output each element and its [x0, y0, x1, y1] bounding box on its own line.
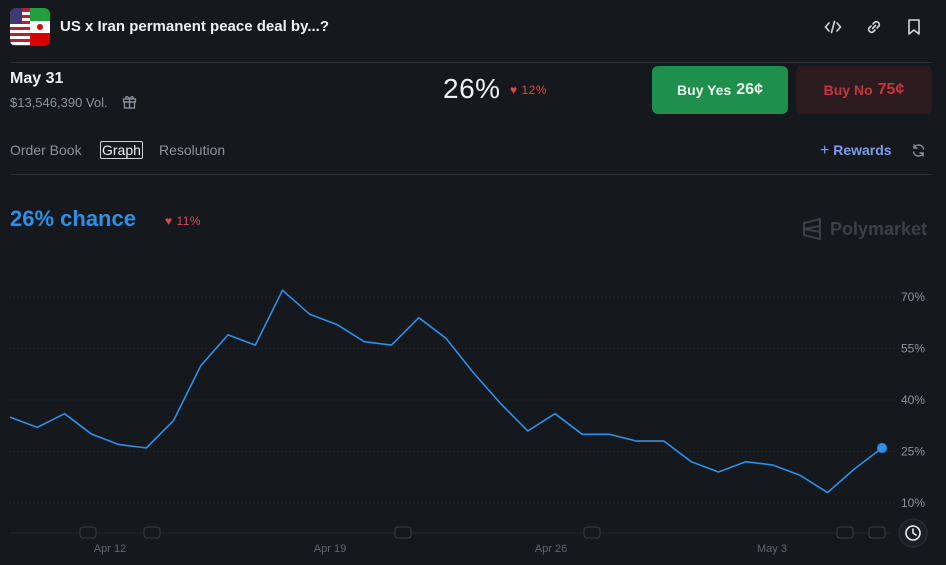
refresh-icon[interactable]	[905, 137, 931, 163]
x-tick-label: May 3	[757, 543, 787, 555]
event-marker[interactable]	[583, 526, 601, 539]
y-tick-label: 10%	[901, 496, 925, 510]
chance-label: 26% chance	[10, 206, 136, 231]
probability-change-value: 12%	[521, 83, 547, 97]
volume-text: $13,546,390 Vol.	[10, 95, 108, 110]
tab-graph[interactable]: Graph	[100, 141, 143, 159]
x-tick-label: Apr 19	[314, 543, 346, 555]
event-marker[interactable]	[394, 526, 412, 539]
x-tick-label: Apr 26	[535, 543, 567, 555]
event-marker[interactable]	[836, 526, 854, 539]
buy-yes-label: Buy Yes	[677, 82, 732, 98]
gift-icon[interactable]	[122, 94, 137, 114]
end-date: May 31	[10, 70, 64, 87]
rewards-label: Rewards	[833, 142, 892, 158]
tab-order-book[interactable]: Order Book	[10, 142, 82, 158]
current-probability: 26%	[443, 73, 501, 104]
embed-icon[interactable]	[820, 14, 846, 40]
y-tick-label: 70%	[901, 290, 925, 304]
down-arrow-icon: ♥	[165, 214, 173, 228]
event-marker[interactable]	[868, 526, 886, 539]
rewards-button[interactable]: + Rewards	[820, 142, 892, 160]
event-marker[interactable]	[79, 526, 97, 539]
buy-no-price: 75¢	[877, 81, 905, 98]
watermark-text: Polymarket	[830, 218, 928, 239]
event-marker[interactable]	[143, 526, 161, 539]
tabs-divider	[10, 174, 932, 175]
chance-change: ♥ 11%	[165, 214, 201, 228]
tab-resolution[interactable]: Resolution	[159, 142, 226, 158]
y-tick-label: 25%	[901, 444, 925, 458]
price-line	[9, 289, 883, 494]
plus-icon: +	[820, 142, 830, 159]
clock-icon[interactable]	[898, 518, 928, 548]
polymarket-watermark: Polymarket	[800, 217, 927, 241]
header-divider	[10, 62, 932, 63]
chance-change-value: 11%	[176, 214, 202, 228]
market-thumbnail	[10, 8, 50, 46]
buy-yes-button[interactable]: Buy Yes 26¢	[652, 66, 788, 114]
link-icon[interactable]	[861, 14, 887, 40]
bookmark-icon[interactable]	[901, 14, 927, 40]
y-tick-label: 40%	[901, 393, 925, 407]
buy-no-button[interactable]: Buy No 75¢	[796, 66, 932, 114]
x-tick-label: Apr 12	[94, 543, 126, 555]
market-title: US x Iran permanent peace deal by...?	[60, 18, 329, 35]
buy-yes-price: 26¢	[736, 81, 763, 98]
buy-no-label: Buy No	[823, 82, 873, 98]
down-arrow-icon: ♥	[510, 83, 518, 97]
polymarket-logo-icon	[803, 217, 821, 241]
current-price-dot	[877, 443, 887, 453]
price-chart[interactable]: 10% 25% 40% 55% 70% Apr 12 Apr 19 Apr 26 May 3	[0, 280, 946, 565]
y-tick-label: 55%	[901, 342, 925, 356]
probability-change: ♥ 12%	[510, 83, 547, 97]
